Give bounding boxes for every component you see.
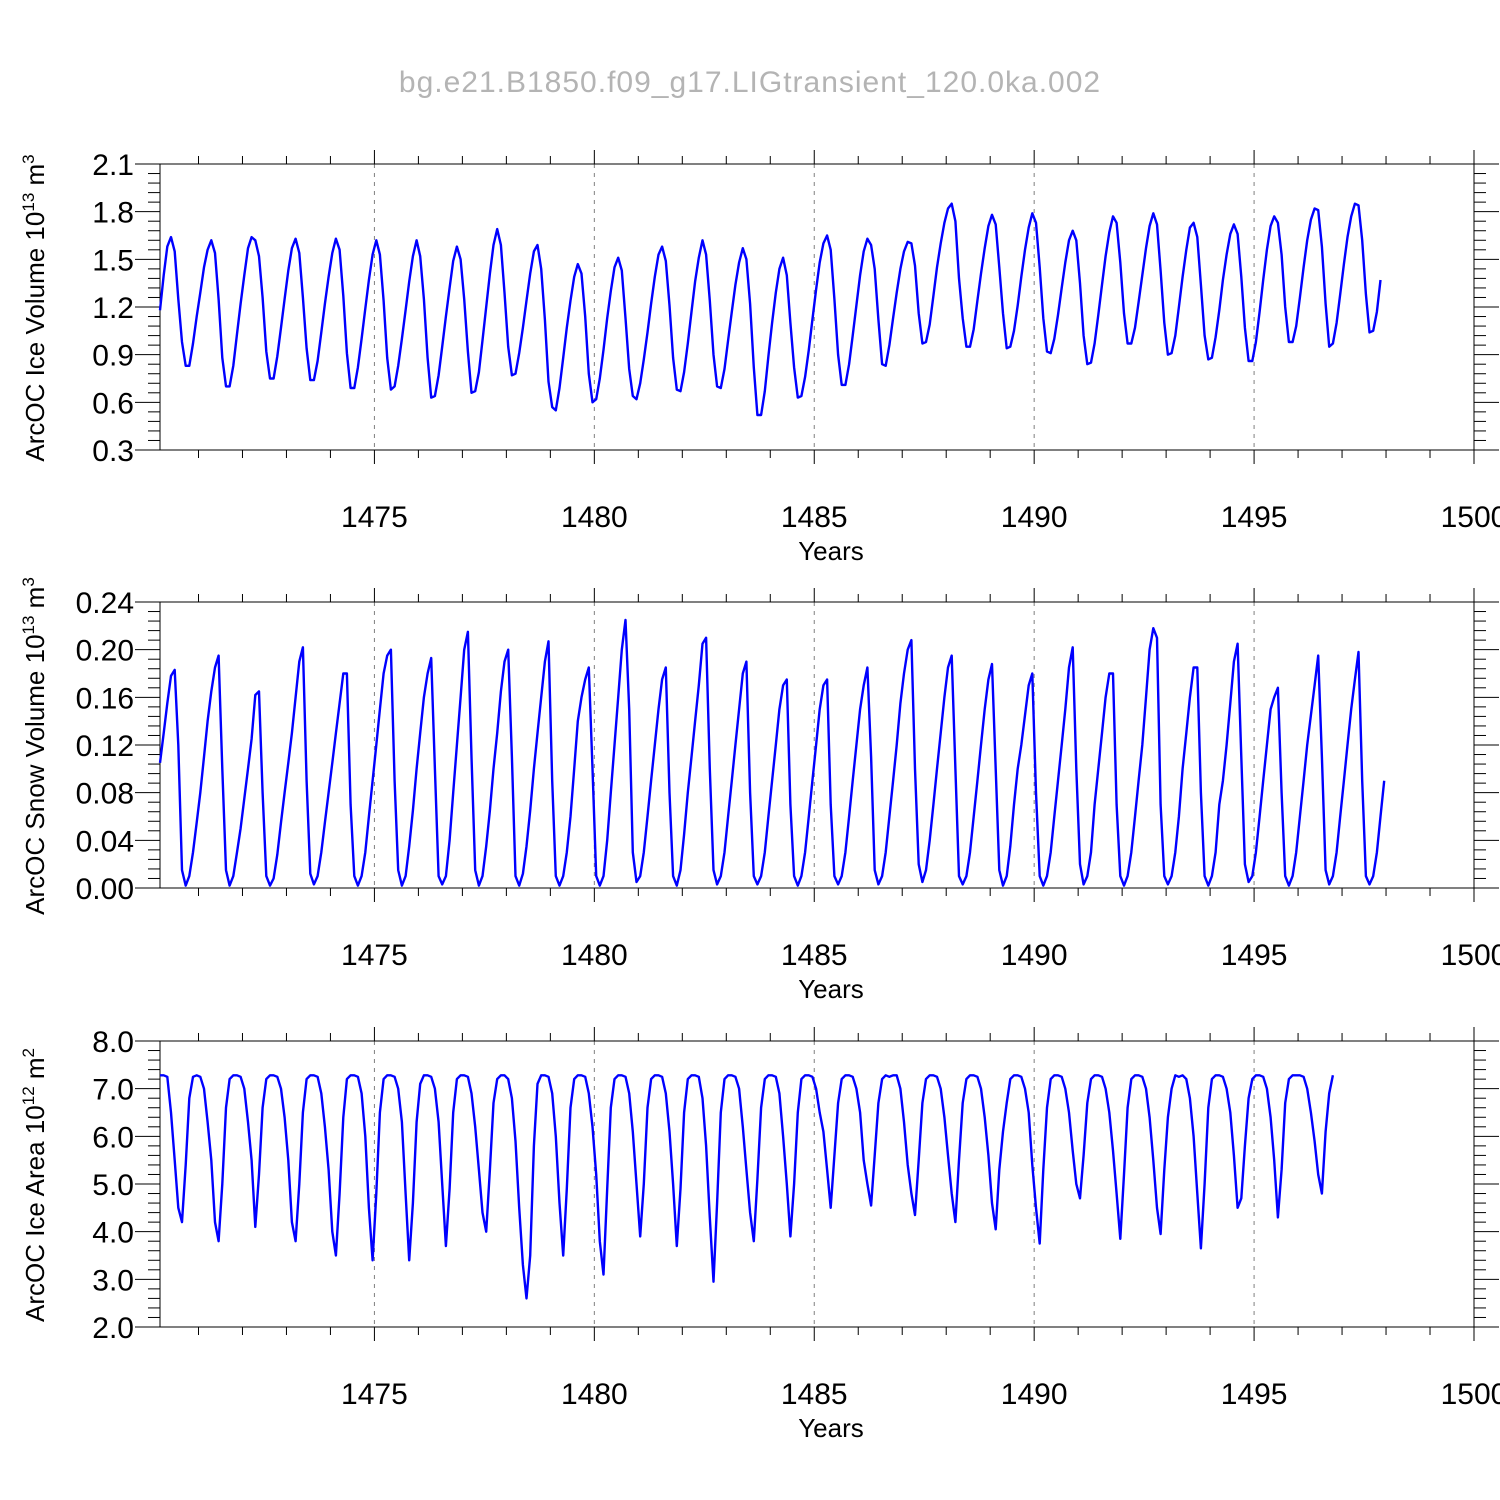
y-tick-label: 1.5 (92, 244, 134, 277)
y-tick-label: 0.16 (76, 682, 134, 715)
y-tick-label: 0.6 (92, 387, 134, 420)
y-axis-label: ArcOC Snow Volume 1013 m3 (19, 577, 50, 915)
y-tick-label: 2.1 (92, 149, 134, 182)
x-tick-label: 1475 (341, 939, 408, 972)
y-tick-label: 0.24 (76, 587, 134, 620)
x-tick-label: 1495 (1221, 501, 1288, 534)
x-tick-label: 1475 (341, 1378, 408, 1411)
y-tick-label: 1.2 (92, 292, 134, 325)
x-tick-label: 1500 (1441, 939, 1500, 972)
y-tick-label: 0.9 (92, 340, 134, 373)
y-tick-label: 2.0 (92, 1312, 134, 1345)
y-tick-label: 0.3 (92, 435, 134, 468)
y-tick-label: 0.08 (76, 778, 134, 811)
y-axis-label: ArcOC Ice Volume 1013 m3 (19, 154, 50, 461)
y-tick-label: 8.0 (92, 1026, 134, 1059)
y-tick-label: 6.0 (92, 1121, 134, 1154)
y-tick-label: 4.0 (92, 1217, 134, 1250)
y-tick-label: 1.8 (92, 197, 134, 230)
x-axis-label: Years (798, 1413, 864, 1443)
y-tick-label: 5.0 (92, 1169, 134, 1202)
y-tick-label: 3.0 (92, 1264, 134, 1297)
page-title: bg.e21.B1850.f09_g17.LIGtransient_120.0k… (398, 66, 1102, 99)
series-line (160, 1074, 1335, 1300)
panel-3: 1475 1480 1485 1490 1495 1500 2.0 3.0 4.0 5.0 6.0 7… (19, 1026, 1500, 1443)
x-tick-label: 1500 (1441, 501, 1500, 534)
x-tick-label: 1490 (1001, 1378, 1068, 1411)
x-axis-label: Years (798, 974, 864, 1004)
x-tick-label: 1480 (561, 939, 628, 972)
series-line (158, 202, 1382, 417)
x-tick-label: 1500 (1441, 1378, 1500, 1411)
y-tick-label: 0.04 (76, 825, 134, 858)
series-line (158, 618, 1386, 887)
x-tick-label: 1495 (1221, 1378, 1288, 1411)
x-tick-label: 1475 (341, 501, 408, 534)
y-tick-label: 0.00 (76, 873, 134, 906)
y-tick-label: 0.12 (76, 730, 134, 763)
x-tick-label: 1490 (1001, 939, 1068, 972)
x-tick-label: 1485 (781, 1378, 848, 1411)
x-tick-label: 1485 (781, 501, 848, 534)
x-tick-label: 1495 (1221, 939, 1288, 972)
x-tick-label: 1490 (1001, 501, 1068, 534)
y-axis-label: ArcOC Ice Area 1012 m2 (19, 1048, 50, 1322)
panel-2: 1475 1480 1485 1490 1495 1500 0.00 0.04 0.08 0.12… (19, 577, 1500, 1004)
x-tick-label: 1480 (561, 1378, 628, 1411)
y-tick-label: 0.20 (76, 635, 134, 668)
plot-frame (159, 163, 1475, 451)
y-tick-label: 7.0 (92, 1074, 134, 1107)
x-tick-label: 1480 (561, 501, 628, 534)
x-axis-label: Years (798, 536, 864, 566)
panel-1: 1475 1480 1485 1490 1495 1500 0.3 0.6 0.9 1.2 1.5 1… (19, 149, 1500, 566)
x-tick-label: 1485 (781, 939, 848, 972)
